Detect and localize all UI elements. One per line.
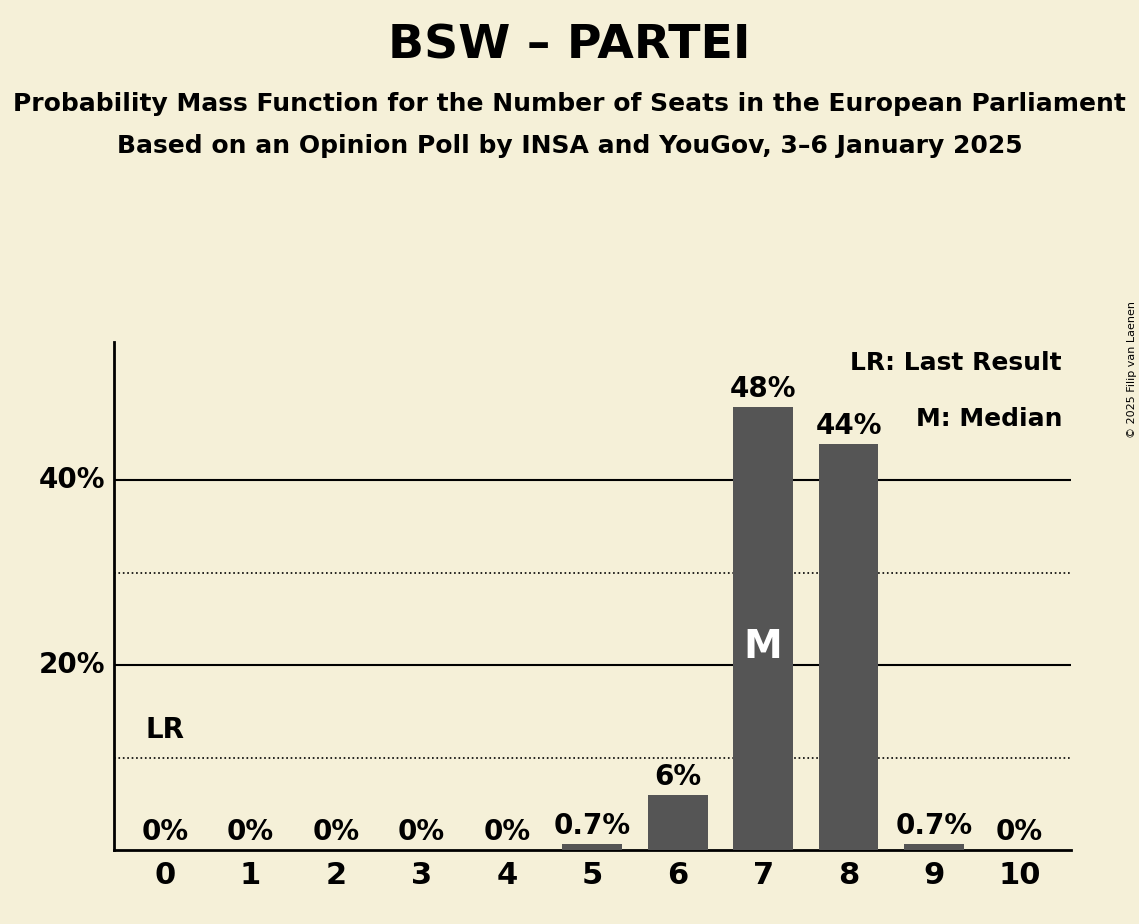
Text: 0.7%: 0.7% bbox=[895, 812, 973, 840]
Text: © 2025 Filip van Laenen: © 2025 Filip van Laenen bbox=[1126, 301, 1137, 438]
Text: M: M bbox=[744, 627, 782, 666]
Text: Probability Mass Function for the Number of Seats in the European Parliament: Probability Mass Function for the Number… bbox=[13, 92, 1126, 116]
Text: BSW – PARTEI: BSW – PARTEI bbox=[388, 23, 751, 68]
Text: 0.7%: 0.7% bbox=[554, 812, 631, 840]
Text: 6%: 6% bbox=[654, 763, 702, 791]
Text: 48%: 48% bbox=[730, 375, 796, 403]
Text: Based on an Opinion Poll by INSA and YouGov, 3–6 January 2025: Based on an Opinion Poll by INSA and You… bbox=[116, 134, 1023, 158]
Text: 20%: 20% bbox=[39, 651, 106, 679]
Text: M: Median: M: Median bbox=[916, 407, 1063, 431]
Text: 44%: 44% bbox=[816, 412, 882, 440]
Text: 0%: 0% bbox=[995, 819, 1043, 846]
Bar bbox=[734, 407, 793, 850]
Text: 40%: 40% bbox=[39, 467, 106, 494]
Bar bbox=[819, 444, 878, 850]
Text: 0%: 0% bbox=[312, 819, 360, 846]
Text: 0%: 0% bbox=[398, 819, 445, 846]
Text: LR: Last Result: LR: Last Result bbox=[851, 351, 1063, 375]
Bar bbox=[648, 795, 707, 850]
Bar bbox=[563, 844, 622, 850]
Text: 0%: 0% bbox=[141, 819, 189, 846]
Bar bbox=[904, 844, 964, 850]
Text: 0%: 0% bbox=[227, 819, 274, 846]
Text: 0%: 0% bbox=[483, 819, 531, 846]
Text: LR: LR bbox=[146, 716, 185, 744]
